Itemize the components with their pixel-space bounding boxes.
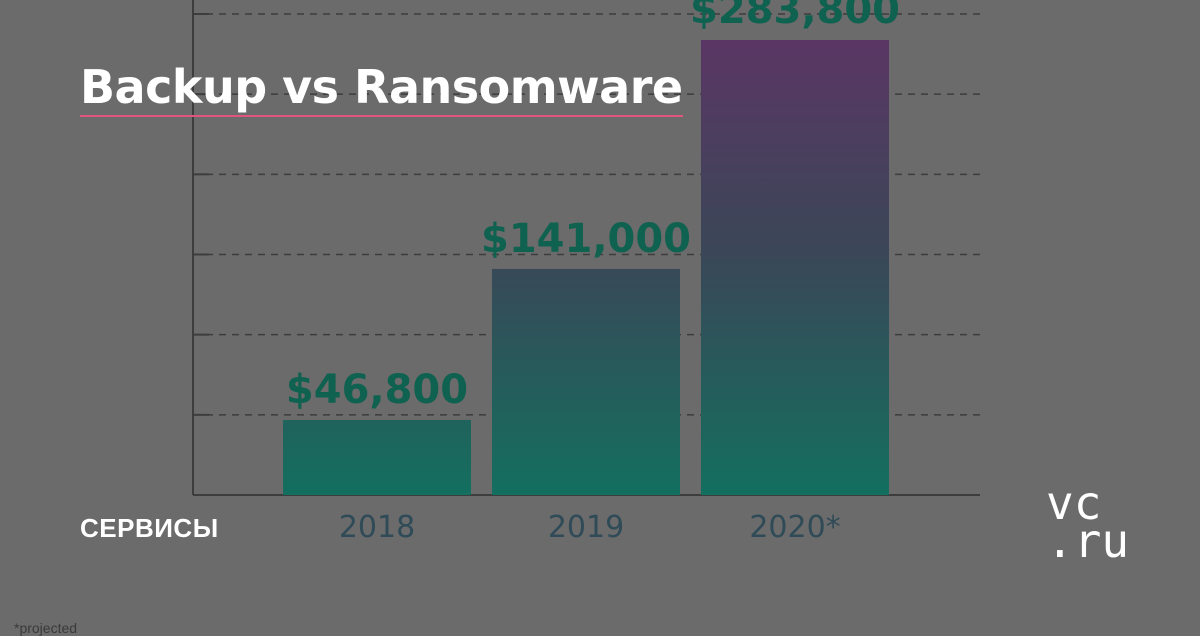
logo-top-text: vc — [1046, 476, 1102, 530]
site-logo[interactable]: vc .ru — [1046, 476, 1130, 568]
x-tick-label: 2018 — [339, 510, 415, 545]
category-label[interactable]: СЕРВИСЫ — [80, 513, 219, 543]
bars — [283, 39, 889, 495]
page-title[interactable]: Backup vs Ransomware — [80, 62, 683, 117]
x-tick-label: 2020* — [749, 510, 840, 545]
bar — [701, 39, 889, 495]
value-label: $46,800 — [286, 367, 468, 413]
x-tick-labels: 2018 2019 2020* — [339, 510, 841, 545]
value-labels: $46,800 $141,000 $283,800 — [286, 0, 900, 413]
bar — [283, 419, 471, 495]
footnote: *projected — [14, 620, 78, 636]
value-label: $141,000 — [481, 216, 691, 262]
x-tick-label: 2019 — [548, 510, 624, 545]
logo-bottom-text: .ru — [1046, 514, 1130, 568]
bar — [492, 268, 680, 495]
value-label: $283,800 — [690, 0, 900, 33]
